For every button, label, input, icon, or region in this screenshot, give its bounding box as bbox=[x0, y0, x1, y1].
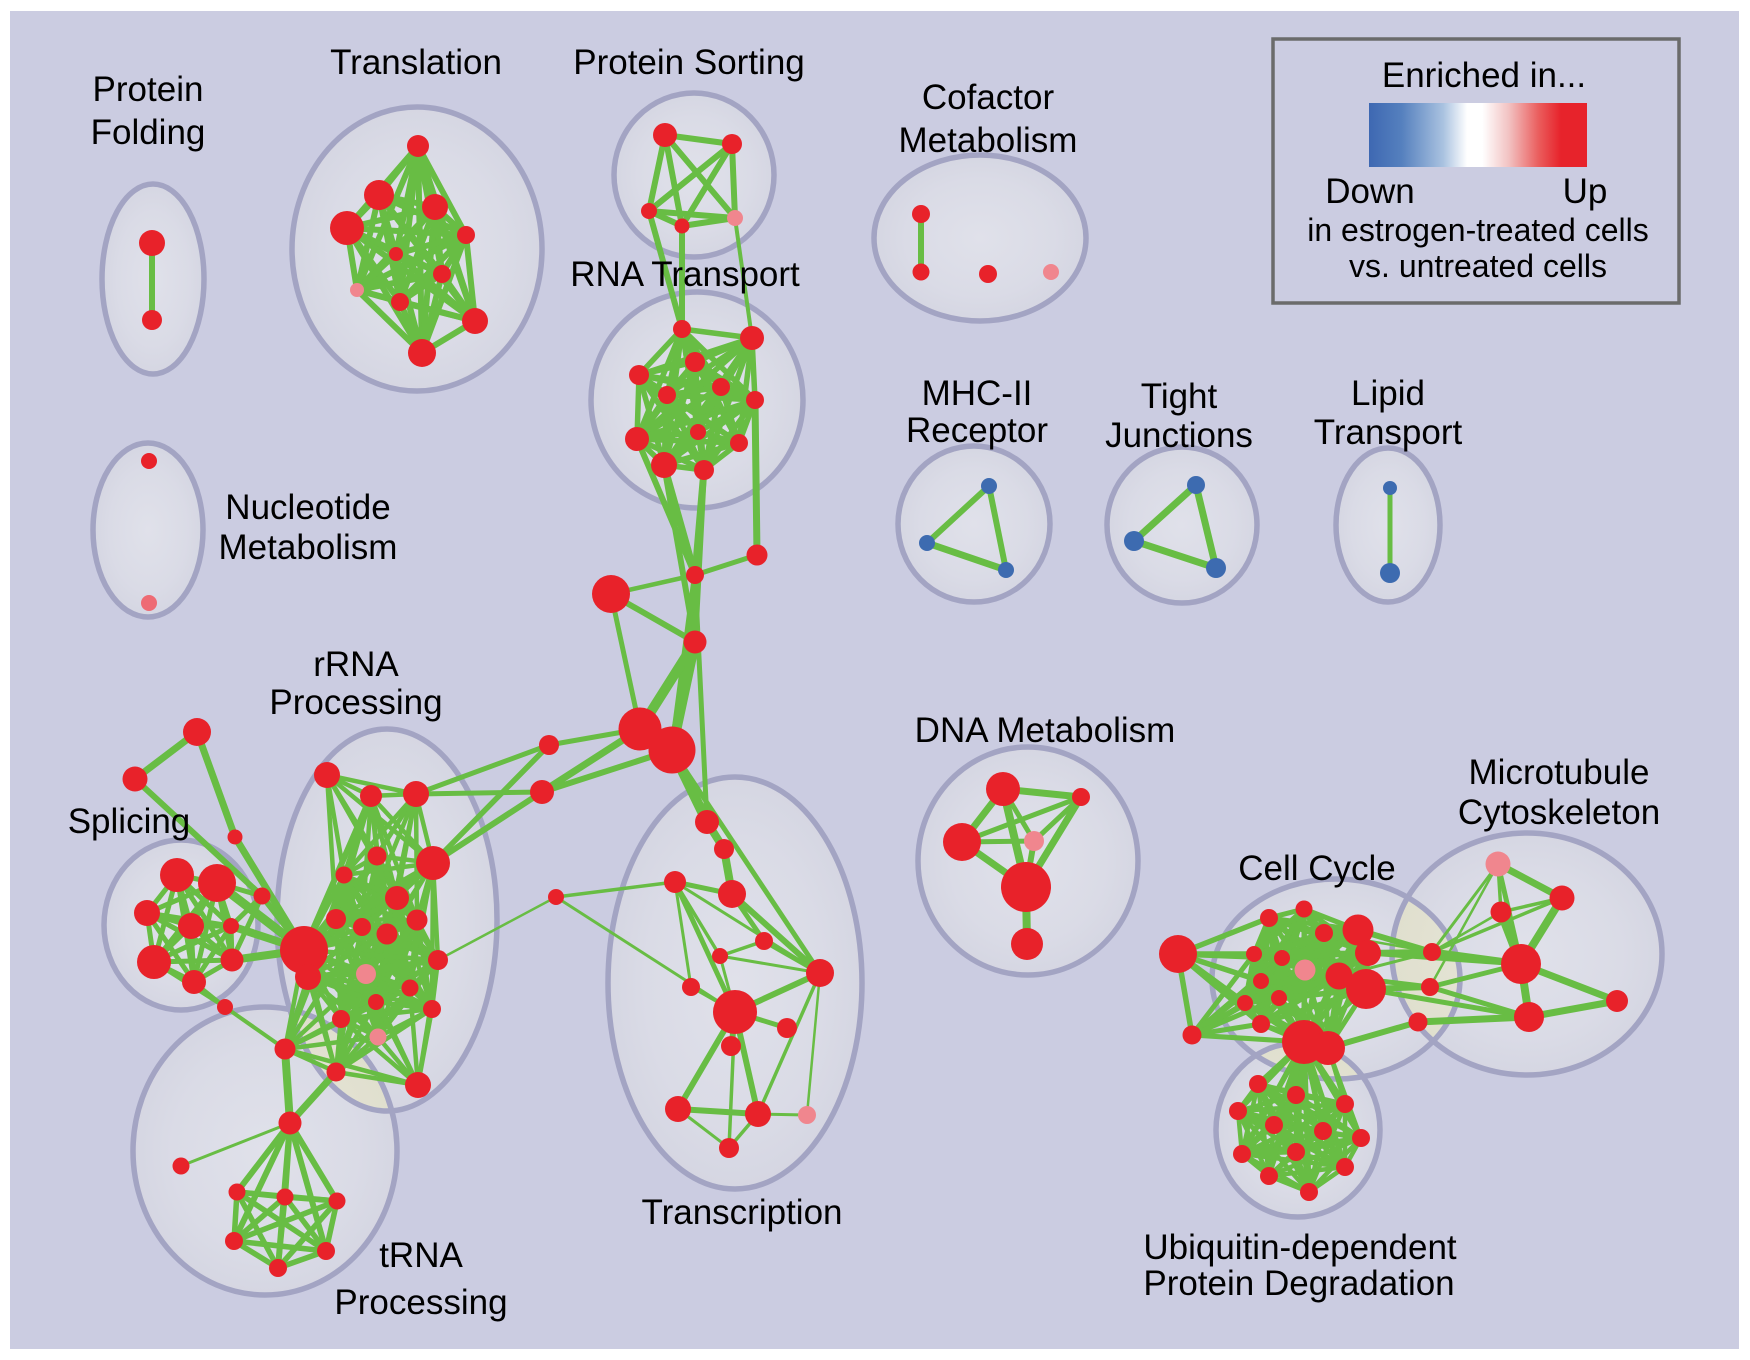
svg-text:Splicing: Splicing bbox=[68, 802, 191, 841]
svg-text:Processing: Processing bbox=[334, 1283, 507, 1322]
svg-text:Protein: Protein bbox=[93, 70, 204, 109]
svg-text:Microtubule: Microtubule bbox=[1469, 753, 1650, 792]
svg-text:Translation: Translation bbox=[330, 43, 502, 82]
svg-text:vs. untreated cells: vs. untreated cells bbox=[1349, 248, 1607, 284]
svg-text:Protein Sorting: Protein Sorting bbox=[573, 43, 805, 82]
svg-text:Up: Up bbox=[1563, 172, 1608, 211]
svg-text:Tight: Tight bbox=[1141, 377, 1218, 416]
svg-text:Cell Cycle: Cell Cycle bbox=[1238, 849, 1396, 888]
svg-text:Enriched in...: Enriched in... bbox=[1382, 56, 1586, 95]
svg-text:Cytoskeleton: Cytoskeleton bbox=[1458, 793, 1660, 832]
svg-text:Metabolism: Metabolism bbox=[219, 528, 398, 567]
svg-text:Protein Degradation: Protein Degradation bbox=[1143, 1264, 1454, 1303]
svg-text:Nucleotide: Nucleotide bbox=[225, 488, 390, 527]
svg-text:Processing: Processing bbox=[269, 683, 442, 722]
svg-text:RNA Transport: RNA Transport bbox=[570, 255, 800, 294]
svg-text:tRNA: tRNA bbox=[379, 1236, 463, 1275]
svg-text:Transcription: Transcription bbox=[642, 1193, 843, 1232]
svg-text:in estrogen-treated cells: in estrogen-treated cells bbox=[1307, 212, 1649, 248]
svg-text:DNA Metabolism: DNA Metabolism bbox=[915, 711, 1176, 750]
svg-text:rRNA: rRNA bbox=[313, 645, 399, 684]
svg-text:Ubiquitin-dependent: Ubiquitin-dependent bbox=[1143, 1228, 1457, 1267]
svg-text:Lipid: Lipid bbox=[1351, 374, 1425, 413]
svg-text:Cofactor: Cofactor bbox=[922, 78, 1055, 117]
svg-text:MHC-II: MHC-II bbox=[922, 374, 1033, 413]
svg-text:Receptor: Receptor bbox=[906, 411, 1048, 450]
svg-text:Junctions: Junctions bbox=[1105, 416, 1253, 455]
svg-text:Down: Down bbox=[1325, 172, 1414, 211]
svg-text:Transport: Transport bbox=[1314, 413, 1463, 452]
svg-text:Metabolism: Metabolism bbox=[899, 121, 1078, 160]
svg-text:Folding: Folding bbox=[91, 113, 206, 152]
